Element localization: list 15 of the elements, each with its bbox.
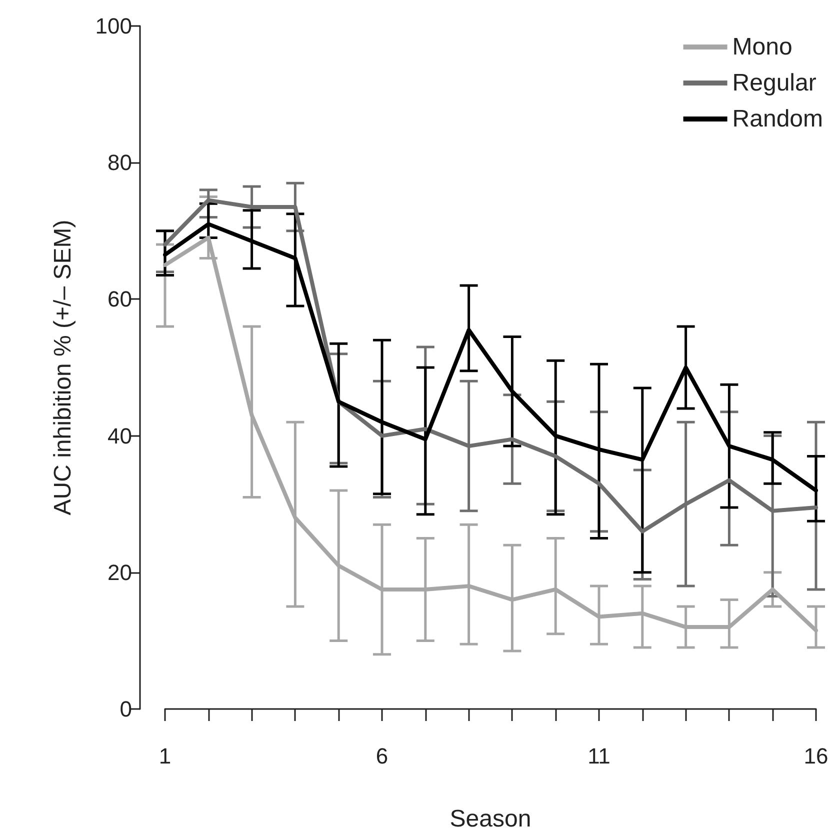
y-tick-label: 0	[120, 696, 132, 722]
legend-label: Mono	[732, 34, 792, 60]
legend-label: Regular	[732, 70, 816, 96]
y-axis-title: AUC inhibition % (+/– SEM)	[50, 220, 76, 516]
y-tick-label: 80	[108, 150, 132, 176]
x-tick-label: 11	[588, 744, 610, 768]
x-tick-label: 1	[158, 744, 172, 768]
y-tick-label: 20	[108, 560, 132, 585]
x-axis-title: Season	[450, 806, 532, 832]
y-tick-label: 60	[108, 286, 132, 312]
x-tick-label: 6	[376, 744, 388, 768]
y-tick-label: 100	[95, 14, 132, 38]
legend-label: Random	[732, 106, 824, 132]
y-tick-label: 40	[108, 423, 132, 448]
x-tick-label: 16	[804, 744, 828, 768]
